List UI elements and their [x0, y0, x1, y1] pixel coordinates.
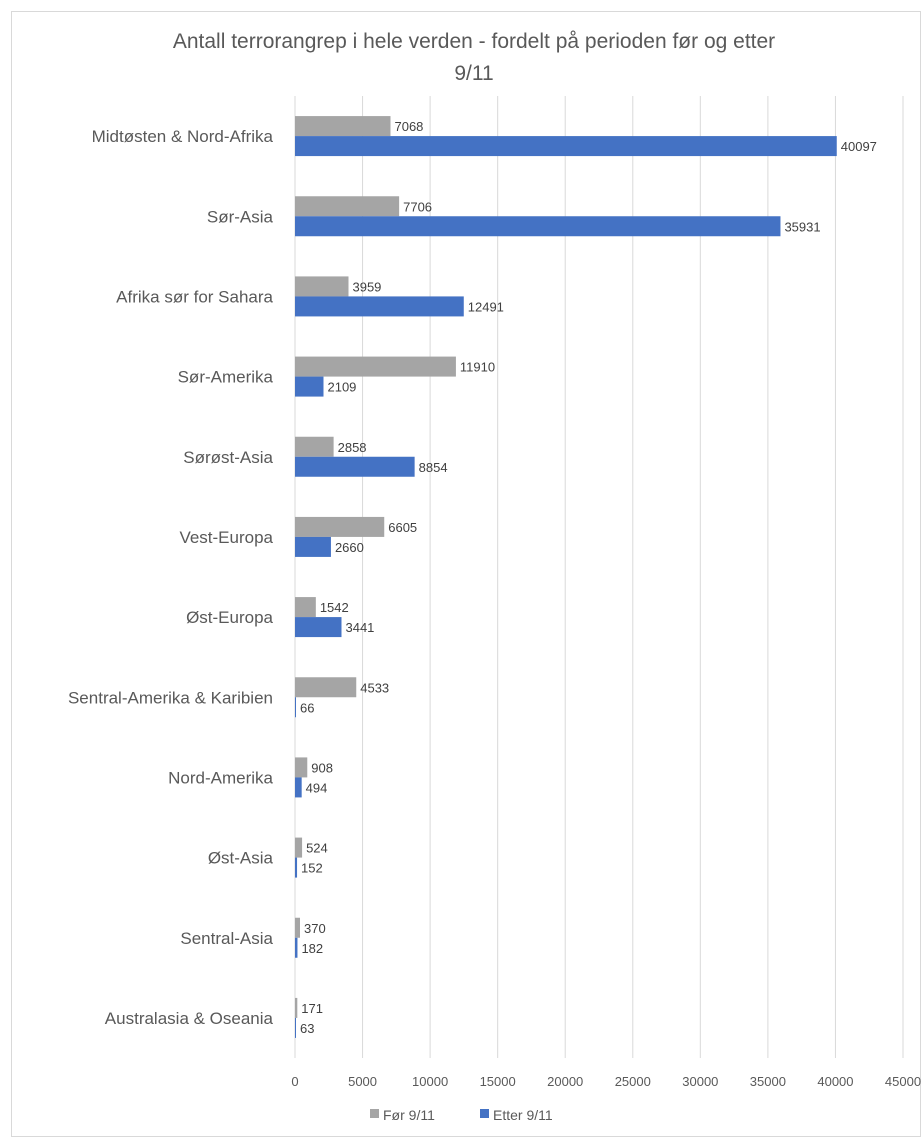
chart-frame — [11, 11, 921, 1137]
data-label: 524 — [306, 841, 328, 856]
category-label: Sørøst-Asia — [183, 448, 273, 467]
bar-after — [295, 536, 331, 557]
bar-before — [295, 917, 300, 938]
bar-after — [295, 296, 464, 317]
data-label: 494 — [306, 780, 328, 795]
bar-before — [295, 757, 308, 778]
x-tick-label: 15000 — [480, 1074, 516, 1089]
data-label: 66 — [300, 700, 314, 715]
x-axis-tick-labels: 0 5000 10000 15000 20000 25000 30000 35000 40000… — [291, 1074, 921, 1089]
bar-after — [295, 1017, 296, 1038]
category-labels: Midtøsten & Nord-Afrika Sør-Asia Afrika sø… — [68, 127, 274, 1028]
data-label: 2109 — [327, 380, 356, 395]
bar-before — [295, 597, 316, 618]
data-label: 370 — [304, 921, 326, 936]
bar-after — [295, 777, 302, 798]
x-tick-label: 20000 — [547, 1074, 583, 1089]
category-label: Øst-Europa — [186, 608, 273, 627]
data-label: 12491 — [468, 299, 504, 314]
gridlines — [294, 96, 904, 1058]
data-label: 2660 — [335, 540, 364, 555]
category-label: Sør-Amerika — [178, 368, 274, 387]
category-label: Midtøsten & Nord-Afrika — [92, 127, 274, 146]
legend-label: Før 9/11 — [383, 1107, 435, 1123]
x-tick-label: 25000 — [615, 1074, 651, 1089]
category-label: Afrika sør for Sahara — [116, 287, 273, 306]
data-label: 1542 — [320, 600, 349, 615]
x-tick-label: 30000 — [682, 1074, 718, 1089]
bar-before — [295, 116, 391, 137]
data-label: 908 — [311, 760, 333, 775]
x-tick-label: 40000 — [817, 1074, 853, 1089]
bar-after — [295, 617, 342, 638]
data-label: 40097 — [841, 139, 877, 154]
category-label: Sentral-Amerika & Karibien — [68, 688, 273, 707]
category-label: Sentral-Asia — [180, 929, 273, 948]
bar-after — [295, 937, 298, 958]
data-label: 4533 — [360, 680, 389, 695]
data-label: 11910 — [460, 360, 495, 375]
bar-before — [295, 436, 334, 457]
x-tick-label: 35000 — [750, 1074, 786, 1089]
data-label: 35931 — [784, 219, 820, 234]
category-label: Australasia & Oseania — [105, 1009, 274, 1028]
x-tick-label: 10000 — [412, 1074, 448, 1089]
data-label: 3959 — [352, 279, 381, 294]
data-label: 182 — [301, 941, 323, 956]
bars: 7068 40097 7706 35931 3959 12491 11910 2109 2858… — [295, 116, 877, 1038]
legend-label: Etter 9/11 — [493, 1107, 553, 1123]
x-tick-label: 0 — [291, 1074, 298, 1089]
bar-after — [295, 216, 781, 237]
category-label: Nord-Amerika — [168, 768, 273, 787]
bar-after — [295, 697, 296, 718]
data-label: 152 — [301, 861, 323, 876]
data-label: 7706 — [403, 199, 432, 214]
bar-after — [295, 456, 415, 477]
bar-before — [295, 356, 456, 377]
bar-before — [295, 997, 298, 1018]
chart-title-line-1: Antall terrorangrep i hele verden - ford… — [173, 30, 775, 53]
legend: Før 9/11 Etter 9/11 — [370, 1107, 553, 1123]
category-label: Øst-Asia — [208, 849, 274, 868]
bar-after — [295, 136, 837, 157]
data-label: 63 — [300, 1021, 314, 1036]
data-label: 8854 — [419, 460, 448, 475]
data-label: 6605 — [388, 520, 417, 535]
bar-before — [295, 516, 385, 537]
bar-before — [295, 837, 303, 858]
bar-before — [295, 677, 357, 698]
chart-title: Antall terrorangrep i hele verden - ford… — [173, 30, 775, 85]
category-label: Vest-Europa — [179, 528, 273, 547]
data-label: 3441 — [345, 620, 374, 635]
bar-after — [295, 857, 298, 878]
legend-swatch — [480, 1109, 489, 1118]
chart-title-line-2: 9/11 — [454, 62, 493, 85]
bar-after — [295, 376, 324, 397]
category-label: Sør-Asia — [207, 207, 274, 226]
bar-before — [295, 196, 400, 217]
x-tick-label: 45000 — [885, 1074, 921, 1089]
bar-before — [295, 276, 349, 297]
x-tick-label: 5000 — [348, 1074, 377, 1089]
data-label: 171 — [301, 1001, 323, 1016]
data-label: 7068 — [394, 119, 423, 134]
legend-swatch — [370, 1109, 379, 1118]
data-label: 2858 — [338, 440, 367, 455]
